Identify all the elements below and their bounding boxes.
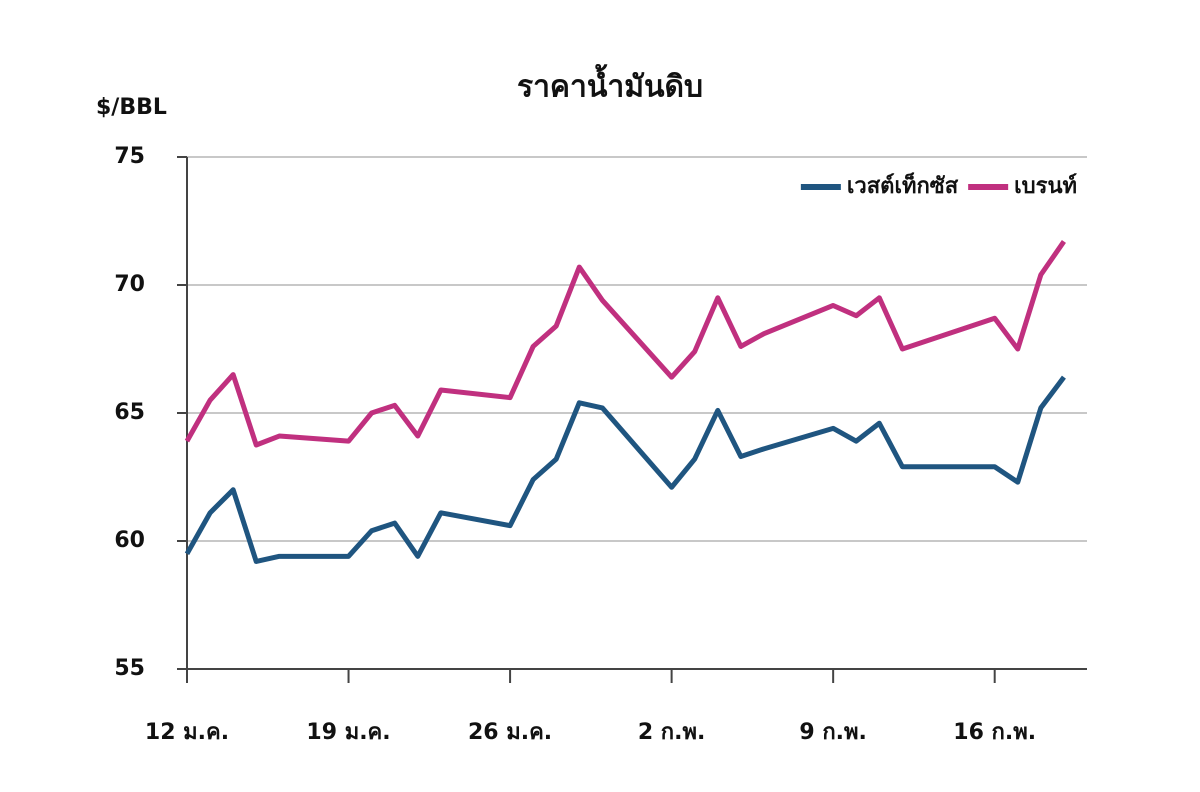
series-line [184, 375, 1066, 564]
x-tick-label: 26 ม.ค. [468, 720, 552, 745]
y-tick-label: 60 [114, 528, 145, 553]
y-tick-label: 55 [114, 656, 145, 681]
x-tick-label: 12 ม.ค. [145, 720, 229, 745]
x-tick-label: 2 ก.พ. [638, 720, 706, 745]
y-tick-label: 70 [114, 272, 145, 297]
legend-label: เบรนท์ [1014, 173, 1077, 199]
x-tick-label: 16 ก.พ. [953, 720, 1036, 745]
y-tick-label: 65 [114, 400, 145, 425]
x-tick-label: 19 ม.ค. [306, 720, 390, 745]
legend-label: เวสต์เท็กซัส [847, 171, 959, 199]
y-axis-label: $/BBL [96, 95, 167, 120]
y-tick-label: 75 [114, 144, 145, 169]
x-tick-label: 9 ก.พ. [799, 720, 867, 745]
chart-title: ราคาน้ำมันดิบ [517, 64, 703, 105]
series-line [184, 240, 1066, 448]
